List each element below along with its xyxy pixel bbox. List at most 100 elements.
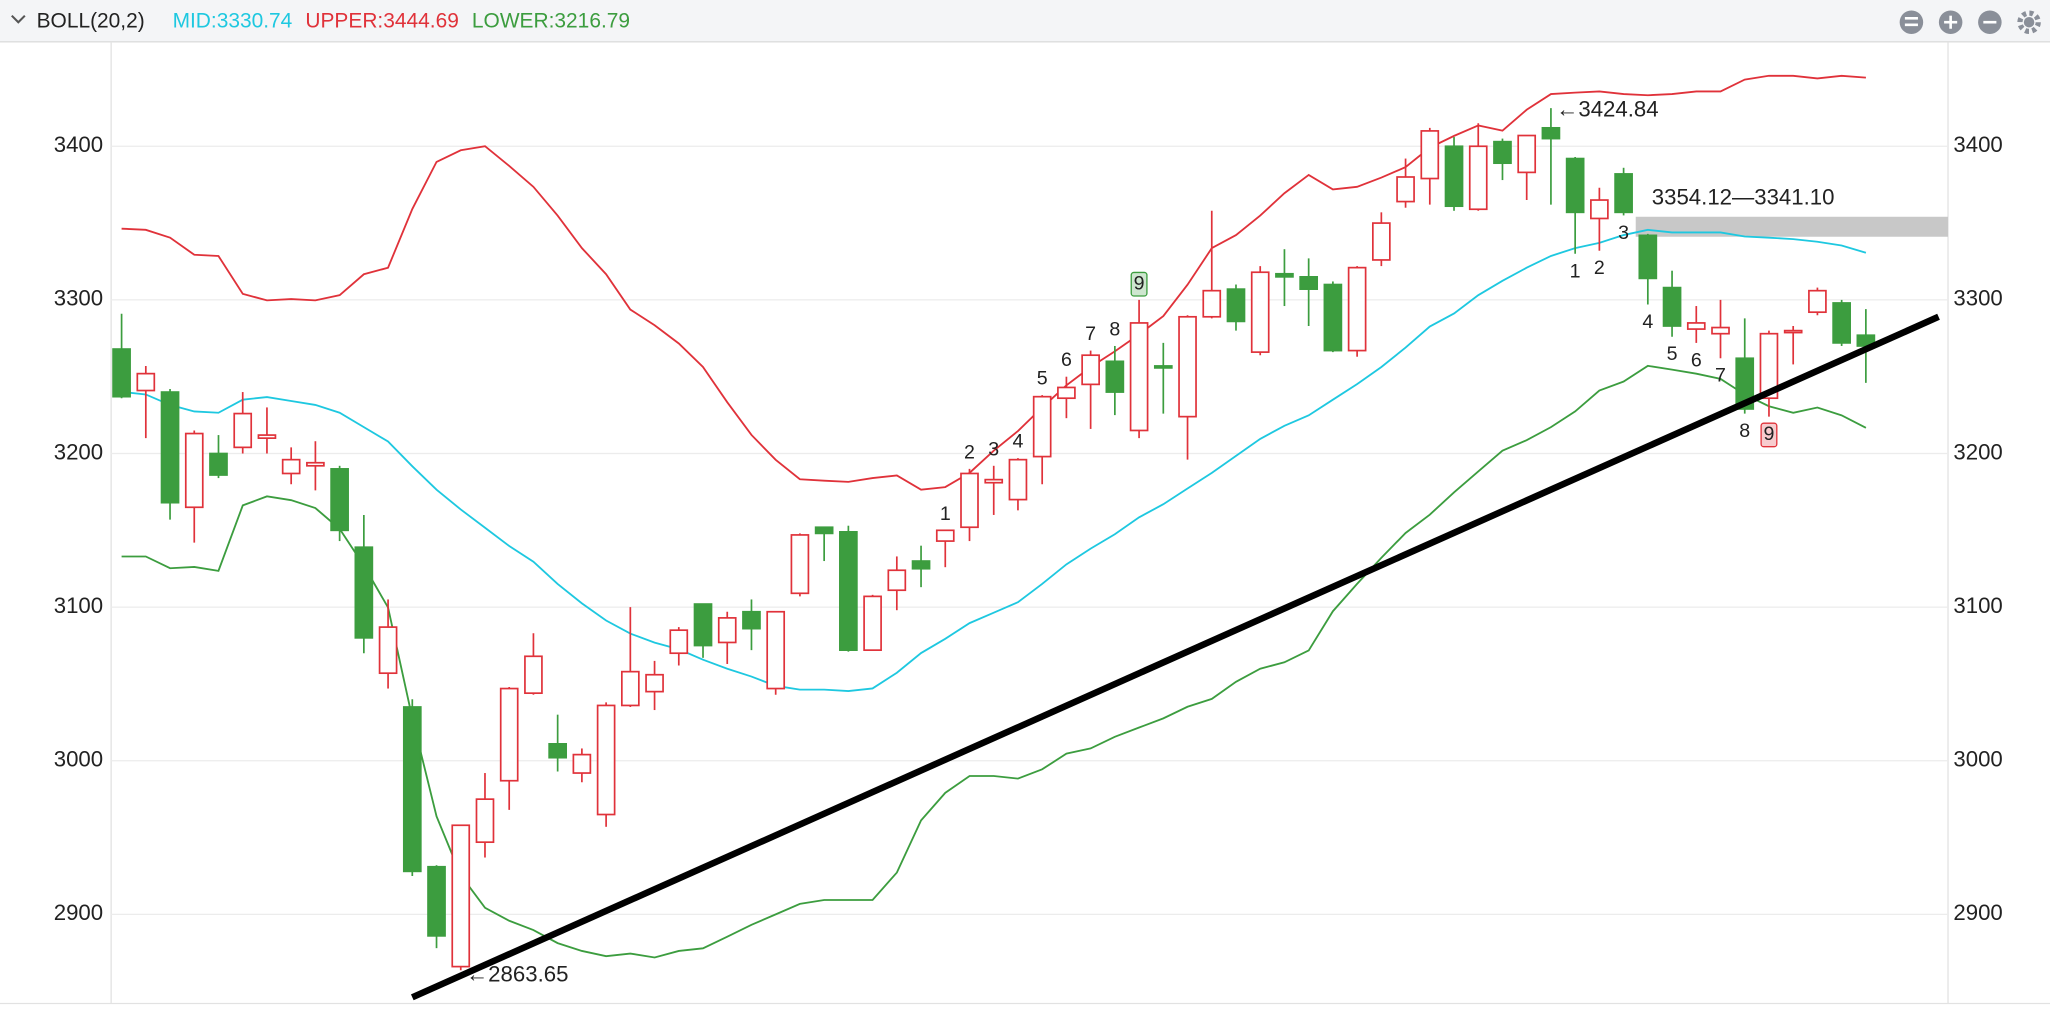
candle-body: [645, 673, 664, 693]
candle-body: [1057, 386, 1076, 400]
candle-body: [935, 529, 955, 542]
candle-body: [548, 743, 568, 759]
candle-body: [1226, 288, 1246, 323]
candle-body: [1275, 272, 1294, 278]
candle-body: [1347, 266, 1367, 352]
candle-body: [281, 458, 301, 475]
sequence-count: 8: [1739, 420, 1750, 442]
list-button[interactable]: [1899, 10, 1924, 34]
legend-entry: LOWER:3216.79: [472, 10, 630, 33]
candle-body: [693, 603, 713, 647]
candle-body: [1832, 302, 1851, 344]
candle-body: [1614, 173, 1633, 214]
collapse-toggle[interactable]: [11, 14, 26, 24]
sequence-count: 3: [1618, 222, 1629, 244]
y-tick-label-right: 3000: [1953, 747, 2002, 772]
candle-body: [1711, 326, 1730, 335]
candle-body: [911, 560, 931, 570]
candle-body: [451, 824, 471, 968]
sequence-count: 9: [1764, 423, 1775, 445]
candle-body: [354, 546, 374, 639]
candle-body: [427, 865, 446, 937]
candle-body: [1371, 222, 1391, 261]
candle-body: [330, 468, 349, 532]
candle-body: [160, 391, 180, 504]
candle-body: [742, 610, 761, 630]
candle-body: [1008, 458, 1028, 501]
candle-body: [1202, 289, 1222, 318]
candle-body: [402, 706, 422, 873]
add-button[interactable]: [1938, 10, 1963, 34]
candle-body: [1686, 322, 1706, 330]
sequence-count: 4: [1012, 431, 1023, 453]
candle-body: [790, 534, 810, 595]
sequence-count: 6: [1691, 349, 1702, 371]
candle-body: [1517, 134, 1537, 174]
candle-body: [1032, 395, 1052, 458]
candle-body: [1153, 365, 1173, 369]
candle-body: [1759, 332, 1779, 400]
candle-body: [1735, 357, 1755, 410]
extreme-label: ←3424.84: [1556, 97, 1659, 122]
candle-body: [1081, 354, 1100, 386]
candle-body: [1250, 271, 1270, 353]
candle-body: [524, 655, 543, 695]
y-tick-label-right: 3200: [1953, 439, 2002, 464]
legend: MID:3330.74 UPPER:3444.69 LOWER:3216.79: [173, 10, 630, 33]
candle-body: [136, 372, 156, 392]
header-bar: [0, 0, 2050, 42]
sequence-count: 5: [1037, 368, 1048, 390]
count-highlight: [1760, 422, 1778, 448]
trend-line: [410, 313, 1940, 1001]
candle-body: [814, 526, 834, 535]
candle-body: [839, 531, 858, 651]
candle-body: [887, 569, 907, 592]
y-tick-label: 3400: [54, 132, 103, 157]
candle-body: [1541, 126, 1561, 140]
zone-label: 3354.12—3341.10: [1652, 184, 1835, 209]
candle-body: [1299, 275, 1319, 290]
candle-body: [669, 629, 689, 655]
candle-body: [572, 753, 592, 774]
count-highlight: [1130, 271, 1148, 297]
candle-body: [1783, 329, 1803, 334]
candle-body: [1468, 145, 1488, 211]
candle-body: [1638, 234, 1658, 280]
y-tick-label-right: 3100: [1953, 593, 2002, 618]
candle-body: [1493, 140, 1512, 165]
candle-body: [306, 461, 325, 467]
price-zone: [1635, 216, 1949, 237]
candle-body: [233, 412, 253, 449]
y-tick-label: 3200: [54, 439, 103, 464]
candle-body: [1444, 145, 1464, 208]
extreme-label: ←2863.65: [466, 961, 569, 986]
candle-body: [1129, 322, 1149, 432]
candle-body: [984, 478, 1004, 484]
candle-body: [620, 670, 640, 707]
sequence-count: 8: [1109, 318, 1120, 340]
candle-body: [499, 687, 519, 782]
candle-body: [766, 610, 786, 690]
band-line: [121, 74, 1866, 491]
legend-entry: MID:3330.74: [173, 10, 293, 33]
sequence-count: 7: [1715, 365, 1726, 387]
candle-body: [257, 434, 277, 439]
candle-body: [717, 617, 737, 644]
remove-button[interactable]: [1978, 10, 2002, 34]
candle-body: [475, 798, 495, 844]
candle-body: [112, 348, 131, 398]
y-tick-label-right: 3300: [1953, 286, 2002, 311]
settings-button[interactable]: [2017, 10, 2041, 34]
candle-body: [1662, 286, 1682, 327]
sequence-count: 4: [1642, 311, 1653, 333]
y-tick-label-right: 3400: [1953, 132, 2002, 157]
plot-area: [112, 74, 1949, 1001]
y-tick-label: 3000: [54, 747, 103, 772]
indicator-name: BOLL(20,2): [37, 10, 145, 33]
sequence-count: 1: [1570, 260, 1581, 282]
candle-body: [1590, 199, 1609, 220]
y-tick-label: 3100: [54, 593, 103, 618]
